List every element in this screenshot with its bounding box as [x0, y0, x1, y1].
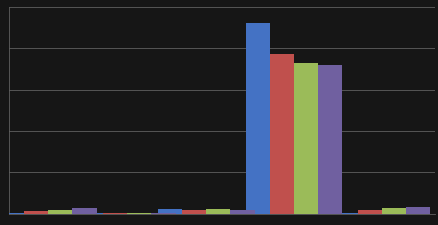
Bar	[269, 54, 293, 214]
Bar	[405, 207, 429, 214]
Bar	[245, 23, 269, 214]
Bar	[230, 210, 254, 214]
Bar	[333, 213, 357, 214]
Bar	[318, 65, 342, 214]
Bar	[151, 212, 175, 214]
Bar	[72, 207, 96, 214]
Bar	[206, 209, 230, 214]
Bar	[0, 213, 24, 214]
Bar	[48, 210, 72, 214]
Bar	[182, 210, 206, 214]
Bar	[103, 213, 127, 214]
Bar	[357, 210, 381, 214]
Bar	[158, 209, 182, 214]
Bar	[24, 211, 48, 214]
Bar	[293, 63, 318, 214]
Bar	[381, 208, 405, 214]
Bar	[127, 213, 151, 214]
